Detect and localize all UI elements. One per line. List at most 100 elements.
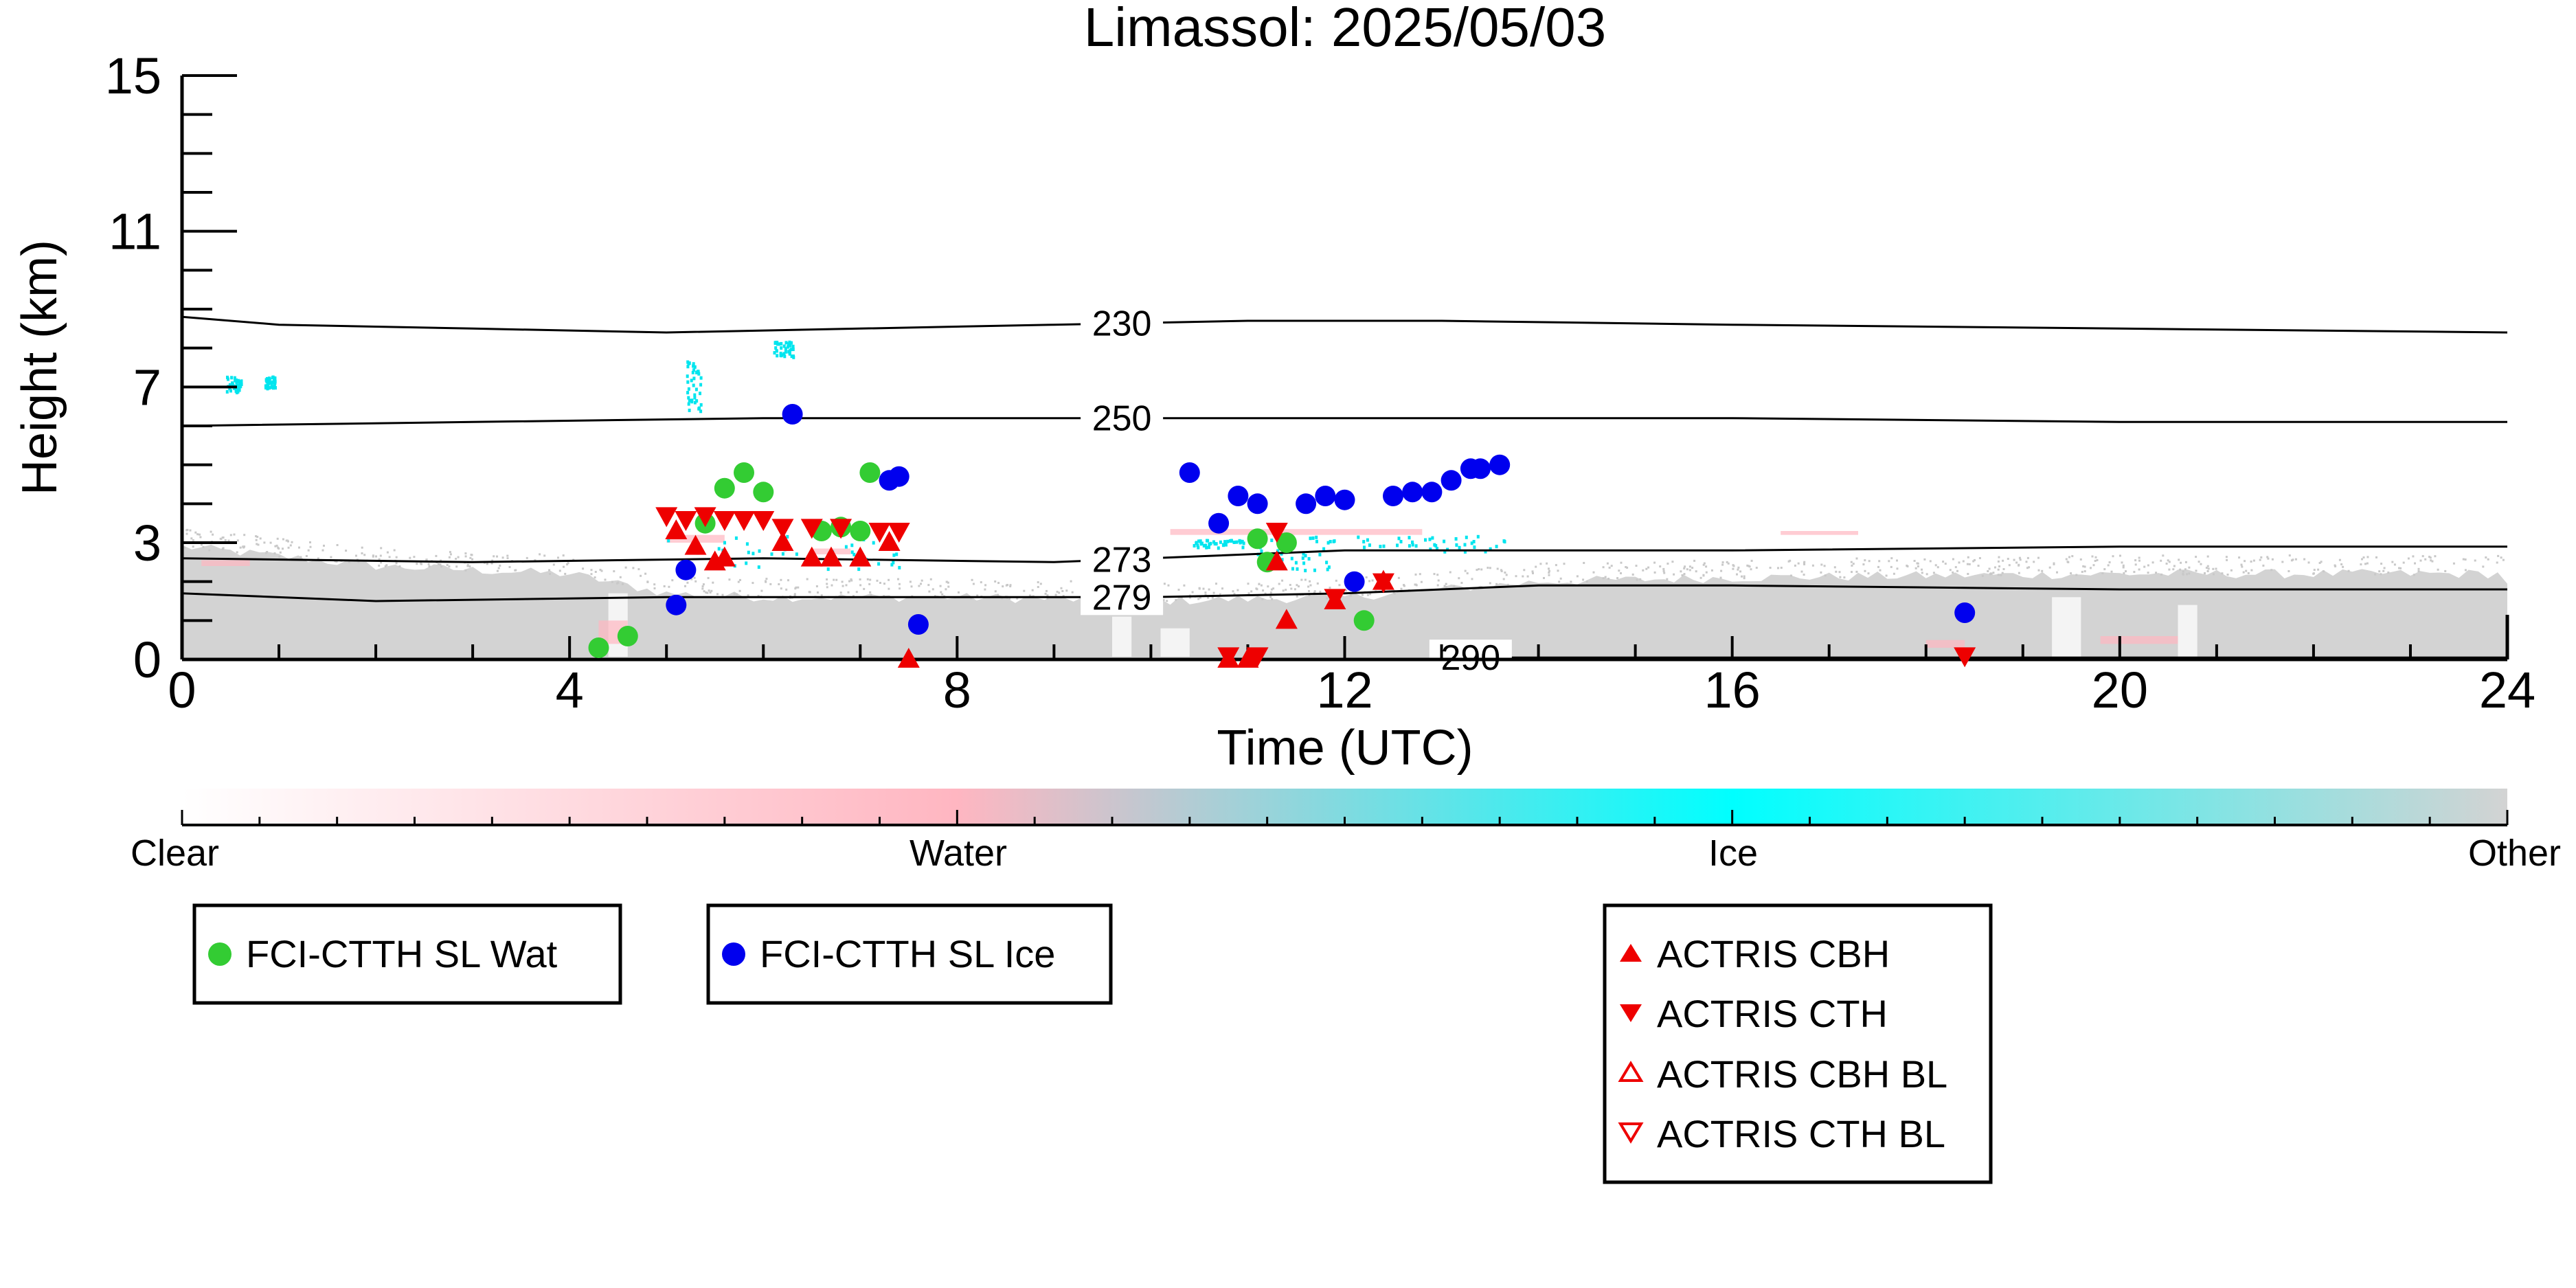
other-speckle (1296, 584, 1298, 587)
other-speckle (1319, 590, 1322, 593)
other-speckle (526, 556, 528, 559)
ice-pixel (687, 361, 690, 365)
marker-fci-ctth-sl-ice (1228, 486, 1249, 506)
other-speckle (2497, 554, 2500, 557)
other-speckle (2168, 568, 2171, 571)
ice-pixel (234, 379, 237, 383)
ice-pixel (774, 346, 778, 350)
other-speckle (506, 554, 509, 557)
other-speckle (693, 576, 696, 579)
marker-fci-ctth-sl-ice (1402, 482, 1423, 503)
ice-pixel (1291, 567, 1294, 571)
other-speckle (2375, 556, 2377, 558)
other-speckle (384, 565, 387, 567)
other-speckle (1823, 565, 1826, 567)
other-speckle (1247, 583, 1250, 585)
ice-pixel (1368, 543, 1371, 547)
other-speckle (855, 591, 858, 594)
other-speckle (1974, 558, 1976, 561)
other-speckle (275, 544, 278, 547)
x-tick-label: 20 (2092, 662, 2148, 719)
other-speckle (2266, 556, 2269, 558)
other-speckle (1039, 583, 1042, 585)
other-speckle (289, 544, 292, 547)
other-speckle (491, 559, 494, 562)
other-speckle (1981, 574, 1984, 577)
x-axis-label: Time (UTC) (1217, 721, 1473, 776)
other-speckle (2134, 559, 2137, 562)
ice-pixel (1193, 544, 1196, 547)
marker-fci-ctth-sl-wat (859, 462, 881, 483)
other-speckle (2430, 559, 2432, 562)
other-speckle (298, 546, 300, 549)
other-speckle (945, 588, 947, 591)
isotherm-279 (181, 584, 2507, 602)
ice-pixel (267, 385, 271, 389)
other-speckle (1270, 588, 1273, 591)
other-speckle (1366, 594, 1369, 596)
ice-pixel (1223, 540, 1227, 544)
other-speckle (1952, 558, 1954, 561)
other-speckle (2138, 568, 2140, 571)
other-speckle (416, 563, 418, 565)
other-speckle (2230, 569, 2233, 572)
other-speckle (1683, 567, 1686, 569)
other-speckle (1271, 598, 1274, 600)
other-speckle (2138, 559, 2140, 562)
other-speckle (1688, 569, 1691, 572)
other-speckle (1466, 572, 1469, 575)
other-speckle (1362, 594, 1364, 596)
other-speckle (941, 593, 944, 596)
ice-pixel (270, 385, 273, 389)
ice-pixel (1260, 550, 1263, 553)
other-speckle (1464, 569, 1467, 572)
other-speckle (1219, 593, 1221, 596)
other-speckle (2205, 567, 2208, 569)
ice-pixel (238, 388, 241, 392)
other-speckle (1289, 584, 1291, 586)
other-speckle (1296, 594, 1298, 597)
other-speckle (448, 556, 451, 558)
other-speckle (1495, 583, 1498, 585)
ice-pixel (1414, 544, 1418, 548)
other-speckle (1720, 569, 1723, 572)
other-speckle (1934, 564, 1937, 567)
other-speckle (2160, 559, 2162, 562)
ice-pixel (786, 345, 789, 349)
ice-pixel (1276, 549, 1280, 553)
other-speckle (287, 546, 290, 549)
other-speckle (997, 594, 999, 596)
marker-fci-ctth-sl-ice (1208, 512, 1230, 534)
other-speckle (330, 556, 332, 558)
other-speckle (1419, 573, 1421, 576)
other-speckle (1576, 575, 1579, 578)
marker-fci-ctth-sl-wat (1353, 610, 1375, 631)
ice-pixel (225, 389, 229, 394)
other-speckle (2002, 568, 2005, 570)
ice-pixel (1311, 536, 1315, 540)
legend-box-fci-ice: FCI-CTTH SL Ice (706, 903, 1113, 1005)
other-speckle (457, 556, 460, 558)
other-speckle (1167, 584, 1170, 587)
other-speckle (739, 578, 741, 581)
other-speckle (323, 544, 325, 547)
other-speckle (395, 562, 398, 565)
other-speckle (859, 578, 861, 580)
ice-pixel (687, 396, 690, 400)
ice-pixel (692, 383, 695, 387)
other-speckle (2380, 573, 2382, 576)
ice-pixel (274, 386, 277, 390)
other-speckle (1966, 563, 1969, 565)
other-speckle (2168, 561, 2171, 563)
other-speckle (958, 591, 960, 594)
isotherm-label-backing (1081, 541, 1164, 578)
other-speckle (1233, 593, 1236, 596)
other-speckle (2092, 564, 2095, 567)
marker-fci-ctth-sl-ice (1440, 470, 1462, 491)
other-speckle (1737, 568, 1739, 571)
other-speckle (1304, 578, 1307, 581)
other-speckle (1867, 572, 1870, 575)
ice-pixel (695, 399, 699, 403)
ice-pixel (758, 549, 761, 553)
ice-pixel (1326, 541, 1330, 545)
